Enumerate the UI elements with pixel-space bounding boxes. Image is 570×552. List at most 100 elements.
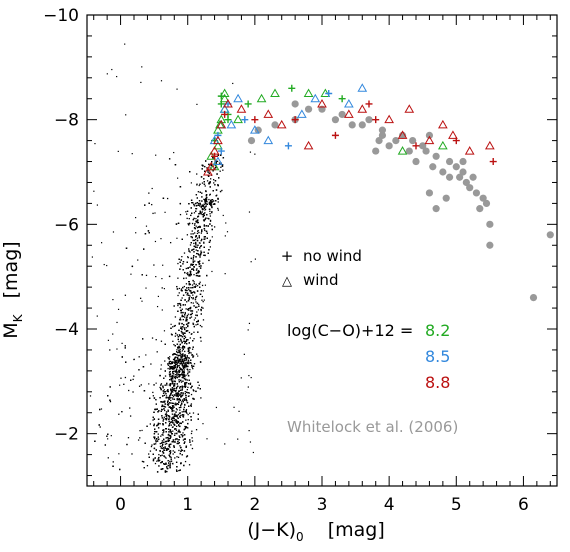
field-star-point	[171, 433, 173, 435]
field-star-point	[174, 380, 176, 383]
axis-ticks: 0 1 2 3 4 5 6−2−4−6−8−10	[43, 6, 557, 515]
field-star-point	[206, 274, 208, 277]
field-star-point	[204, 208, 207, 211]
model-plus-point	[244, 100, 252, 108]
field-star-point	[178, 376, 180, 378]
field-star-outlier	[154, 240, 157, 243]
field-star-point	[162, 420, 164, 422]
field-star-point	[178, 346, 180, 349]
field-star-point	[186, 234, 189, 236]
field-star-point	[162, 392, 165, 394]
field-star-point	[164, 443, 167, 445]
model-plus-point	[221, 110, 229, 118]
field-star-point	[183, 277, 185, 280]
field-star-point	[188, 361, 190, 363]
field-star-point	[169, 375, 171, 378]
field-star-point	[152, 459, 155, 462]
field-star-point	[181, 238, 183, 241]
field-star-point	[175, 425, 178, 427]
field-star-point	[195, 208, 198, 210]
field-star-point	[184, 386, 186, 388]
field-star-point	[174, 360, 177, 362]
model-triangle-point	[270, 88, 280, 97]
field-star-point	[211, 204, 213, 206]
field-star-point	[172, 416, 174, 418]
field-star-point	[177, 371, 179, 373]
field-star-point	[138, 369, 140, 371]
field-star-point	[182, 304, 185, 306]
reference-star-point	[476, 205, 484, 213]
field-star-point	[178, 394, 180, 396]
field-star-point	[179, 373, 182, 376]
field-star-point	[171, 408, 173, 410]
y-axis-label: MK [mag]	[0, 241, 25, 338]
field-star-point	[204, 212, 206, 214]
field-star-point	[153, 411, 155, 413]
field-star-point	[181, 363, 184, 365]
reference-star-point	[459, 157, 467, 166]
field-star-point	[172, 407, 174, 410]
field-star-point	[201, 284, 204, 287]
field-star-point	[169, 422, 171, 425]
field-star-point	[154, 428, 156, 430]
field-star-point	[184, 385, 187, 388]
field-star-point	[172, 441, 175, 443]
model-triangle-point	[213, 135, 223, 145]
field-star-point	[168, 445, 170, 447]
field-star-point	[199, 267, 202, 269]
field-star-point	[188, 294, 190, 297]
field-star-point	[173, 353, 176, 355]
field-star-outlier	[201, 251, 203, 253]
field-star-point	[187, 386, 189, 389]
field-star-outlier	[196, 103, 198, 105]
field-star-point	[170, 407, 172, 409]
field-star-point	[172, 353, 175, 355]
field-star-point	[186, 379, 188, 381]
field-star-outlier	[154, 212, 156, 214]
field-star-point	[177, 355, 180, 357]
field-star-point	[161, 442, 163, 444]
field-star-point	[190, 403, 193, 405]
field-star-point	[178, 374, 181, 376]
field-star-point	[208, 249, 210, 251]
field-star-point	[192, 356, 194, 358]
field-star-point	[94, 440, 96, 442]
field-star-point	[187, 375, 190, 377]
model-triangle-point	[357, 104, 368, 113]
field-star-point	[170, 458, 172, 460]
field-star-point	[194, 286, 196, 288]
field-star-point	[190, 264, 192, 266]
model-plus-point	[372, 116, 380, 124]
field-star-point	[198, 265, 200, 268]
field-star-outlier	[130, 273, 132, 275]
field-star-point	[183, 438, 186, 440]
field-star-point	[185, 320, 187, 322]
field-star-point	[176, 470, 178, 472]
field-star-point	[192, 298, 194, 300]
field-star-point	[181, 374, 183, 376]
field-star-point	[187, 373, 189, 375]
field-star-point	[186, 357, 188, 359]
field-star-point	[180, 299, 182, 301]
field-star-point	[160, 447, 162, 449]
field-star-outlier	[176, 88, 178, 90]
field-star-point	[164, 418, 167, 420]
field-star-point	[197, 418, 199, 420]
field-star-point	[162, 443, 164, 446]
field-star-point	[200, 240, 202, 242]
field-star-point	[180, 335, 182, 337]
field-star-point	[175, 393, 177, 395]
field-star-outlier	[211, 270, 213, 273]
field-star-point	[183, 347, 186, 349]
field-star-point	[179, 213, 182, 216]
field-star-point	[167, 464, 169, 467]
field-star-point	[168, 424, 171, 426]
field-star-point	[195, 220, 197, 222]
field-star-outlier	[148, 383, 150, 385]
field-star-point	[213, 203, 215, 205]
model-triangle-point	[226, 119, 237, 129]
field-star-point	[179, 416, 181, 418]
field-star-point	[169, 465, 171, 467]
field-star-point	[164, 370, 166, 372]
field-star-point	[148, 202, 150, 204]
